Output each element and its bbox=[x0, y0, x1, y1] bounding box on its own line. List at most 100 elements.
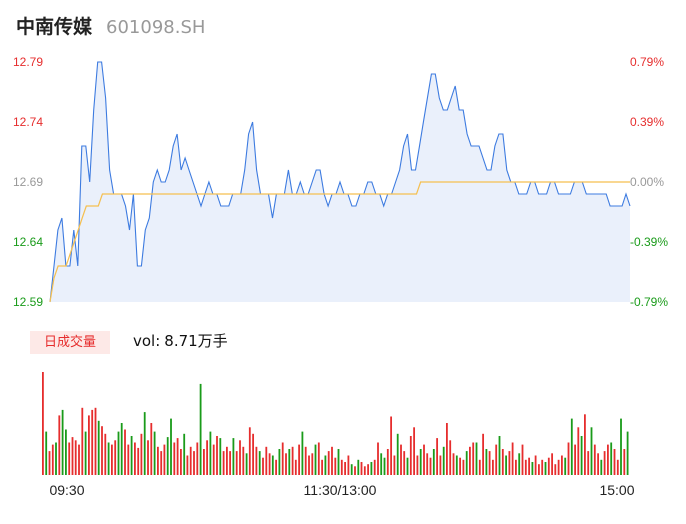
volume-bar bbox=[354, 466, 356, 475]
volume-bar bbox=[472, 442, 475, 475]
volume-bar bbox=[396, 433, 399, 475]
volume-bar bbox=[432, 449, 435, 475]
volume-bar bbox=[380, 453, 383, 475]
volume-bar bbox=[219, 438, 222, 475]
volume-bar bbox=[84, 431, 87, 475]
volume-bar bbox=[61, 409, 64, 475]
volume-bar bbox=[498, 436, 501, 475]
volume-bar bbox=[166, 437, 169, 475]
volume-bar bbox=[130, 436, 133, 475]
volume-bar bbox=[176, 438, 179, 475]
volume-bar bbox=[383, 457, 386, 475]
volume-bar bbox=[258, 451, 261, 475]
volume-bar bbox=[275, 459, 278, 475]
volume-value: 8.71万手 bbox=[164, 332, 228, 350]
y-tick-price: 12.74 bbox=[13, 115, 43, 129]
volume-bar bbox=[239, 440, 241, 475]
volume-bar bbox=[262, 457, 264, 475]
volume-bar bbox=[288, 449, 291, 475]
volume-bar bbox=[423, 444, 425, 475]
volume-bar bbox=[564, 457, 567, 475]
volume-bar bbox=[623, 449, 626, 475]
volume-bar bbox=[91, 409, 94, 475]
volume-bar bbox=[242, 446, 245, 475]
volume-bar bbox=[222, 451, 225, 475]
volume-bar bbox=[511, 442, 514, 475]
volume-bar bbox=[613, 449, 616, 475]
volume-bar bbox=[446, 423, 448, 475]
volume-bar bbox=[114, 440, 117, 475]
volume-bar bbox=[488, 451, 491, 475]
volume-bar bbox=[183, 433, 186, 475]
volume-bar bbox=[298, 444, 301, 475]
volume-bar bbox=[104, 433, 107, 475]
volume-bar bbox=[314, 444, 317, 475]
volume-bar bbox=[252, 433, 255, 475]
y-tick-percent: 0.79% bbox=[630, 55, 664, 69]
volume-bar bbox=[505, 455, 508, 475]
volume-bar bbox=[518, 453, 521, 475]
volume-bar bbox=[294, 459, 297, 475]
volume-bar bbox=[137, 447, 140, 475]
volume-bar bbox=[416, 455, 419, 475]
volume-label: vol: bbox=[133, 332, 161, 350]
volume-bar bbox=[193, 451, 195, 475]
volume-bar bbox=[626, 431, 629, 475]
volume-bar bbox=[196, 442, 199, 475]
volume-bar bbox=[377, 442, 379, 475]
volume-bar bbox=[590, 427, 593, 475]
volume-bar bbox=[117, 431, 120, 475]
volume-bar bbox=[301, 431, 304, 475]
volume-bar bbox=[534, 455, 537, 475]
volume-bar bbox=[153, 431, 156, 475]
volume-bar bbox=[495, 444, 498, 475]
volume-bar bbox=[436, 438, 439, 475]
volume-bar bbox=[55, 442, 57, 475]
volume-bar bbox=[180, 449, 182, 475]
volume-bar bbox=[367, 464, 370, 475]
volume-bar bbox=[97, 420, 100, 475]
volume-bar bbox=[248, 427, 251, 475]
y-tick-percent: -0.39% bbox=[630, 235, 668, 249]
volume-bar bbox=[580, 436, 583, 475]
volume-bar bbox=[439, 455, 442, 475]
volume-bar bbox=[327, 451, 330, 475]
volume-bar bbox=[561, 455, 563, 475]
volume-bar bbox=[386, 449, 389, 475]
volume-bar bbox=[88, 415, 90, 475]
volume-bar bbox=[544, 462, 547, 475]
daily-volume-tab[interactable]: 日成交量 bbox=[30, 331, 110, 354]
volume-bar bbox=[143, 412, 146, 475]
volume-bar bbox=[616, 459, 619, 475]
y-tick-price: 12.79 bbox=[13, 55, 43, 69]
stock-code: 601098.SH bbox=[106, 17, 206, 38]
volume-bar bbox=[42, 372, 44, 475]
volume-bar bbox=[74, 440, 77, 475]
volume-bar bbox=[107, 442, 110, 475]
volume-readout: vol: 8.71万手 bbox=[129, 331, 228, 351]
y-tick-price: 12.64 bbox=[13, 235, 43, 249]
volume-bar bbox=[186, 455, 189, 475]
stock-header: 中南传媒 601098.SH bbox=[16, 12, 205, 40]
volume-bar bbox=[58, 415, 61, 475]
y-tick-percent: 0.39% bbox=[630, 115, 664, 129]
volume-bar bbox=[357, 459, 360, 475]
volume-bar bbox=[524, 459, 527, 475]
volume-bar bbox=[462, 459, 465, 475]
volume-bar bbox=[344, 462, 347, 475]
volume-bar bbox=[81, 407, 84, 475]
volume-bar bbox=[452, 453, 455, 475]
volume-bar bbox=[285, 453, 287, 475]
volume-bar bbox=[331, 446, 333, 475]
volume-bar bbox=[150, 423, 153, 475]
volume-bar bbox=[455, 455, 458, 475]
volume-bar bbox=[521, 444, 524, 475]
volume-bar bbox=[373, 459, 376, 475]
volume-bar bbox=[157, 446, 159, 475]
volume-bar bbox=[317, 442, 320, 475]
volume-bar bbox=[229, 451, 232, 475]
volume-bar bbox=[304, 446, 307, 475]
volume-bar bbox=[94, 407, 97, 475]
volume-bar bbox=[531, 462, 534, 475]
volume-bar bbox=[459, 457, 462, 475]
